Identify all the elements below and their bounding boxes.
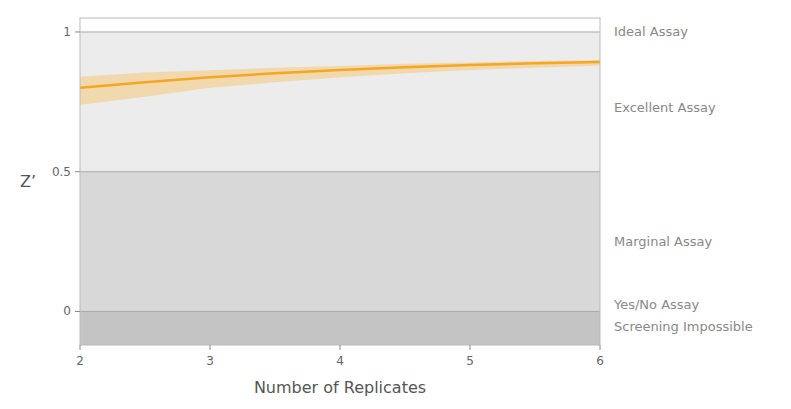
y-axis-label: Z’ <box>20 172 36 191</box>
x-tick-label: 6 <box>596 354 604 368</box>
reference-line <box>80 311 600 312</box>
annotation: Screening Impossible <box>614 319 753 334</box>
reference-line <box>80 171 600 172</box>
y-tick <box>75 31 80 32</box>
x-tick-label: 2 <box>76 354 84 368</box>
y-tick-label: 1 <box>63 25 71 39</box>
y-tick-label: 0 <box>63 304 71 318</box>
x-axis-label: Number of Replicates <box>254 378 426 397</box>
x-tick <box>210 345 211 350</box>
y-tick-label: 0.5 <box>52 165 71 179</box>
confidence-band <box>80 60 600 105</box>
region <box>80 311 600 345</box>
annotation: Marginal Assay <box>614 234 713 249</box>
plot-area <box>80 32 600 345</box>
x-tick <box>80 345 81 350</box>
chart: 2 3 4 5 6 0 0.5 1 Number of Replicates Z’ Ideal As… <box>0 0 791 409</box>
reference-line <box>80 31 600 32</box>
x-tick <box>470 345 471 350</box>
x-tick-label: 3 <box>206 354 214 368</box>
annotation: Yes/No Assay <box>613 297 700 312</box>
region <box>80 32 600 172</box>
region <box>80 172 600 312</box>
plot-frame <box>80 18 600 345</box>
y-tick <box>75 311 80 312</box>
annotation: Excellent Assay <box>614 100 716 115</box>
annotation: Ideal Assay <box>614 24 688 39</box>
x-tick-label: 5 <box>466 354 474 368</box>
line <box>80 62 600 88</box>
x-tick-label: 4 <box>336 354 344 368</box>
y-tick <box>75 171 80 172</box>
x-tick <box>340 345 341 350</box>
x-tick <box>600 345 601 350</box>
